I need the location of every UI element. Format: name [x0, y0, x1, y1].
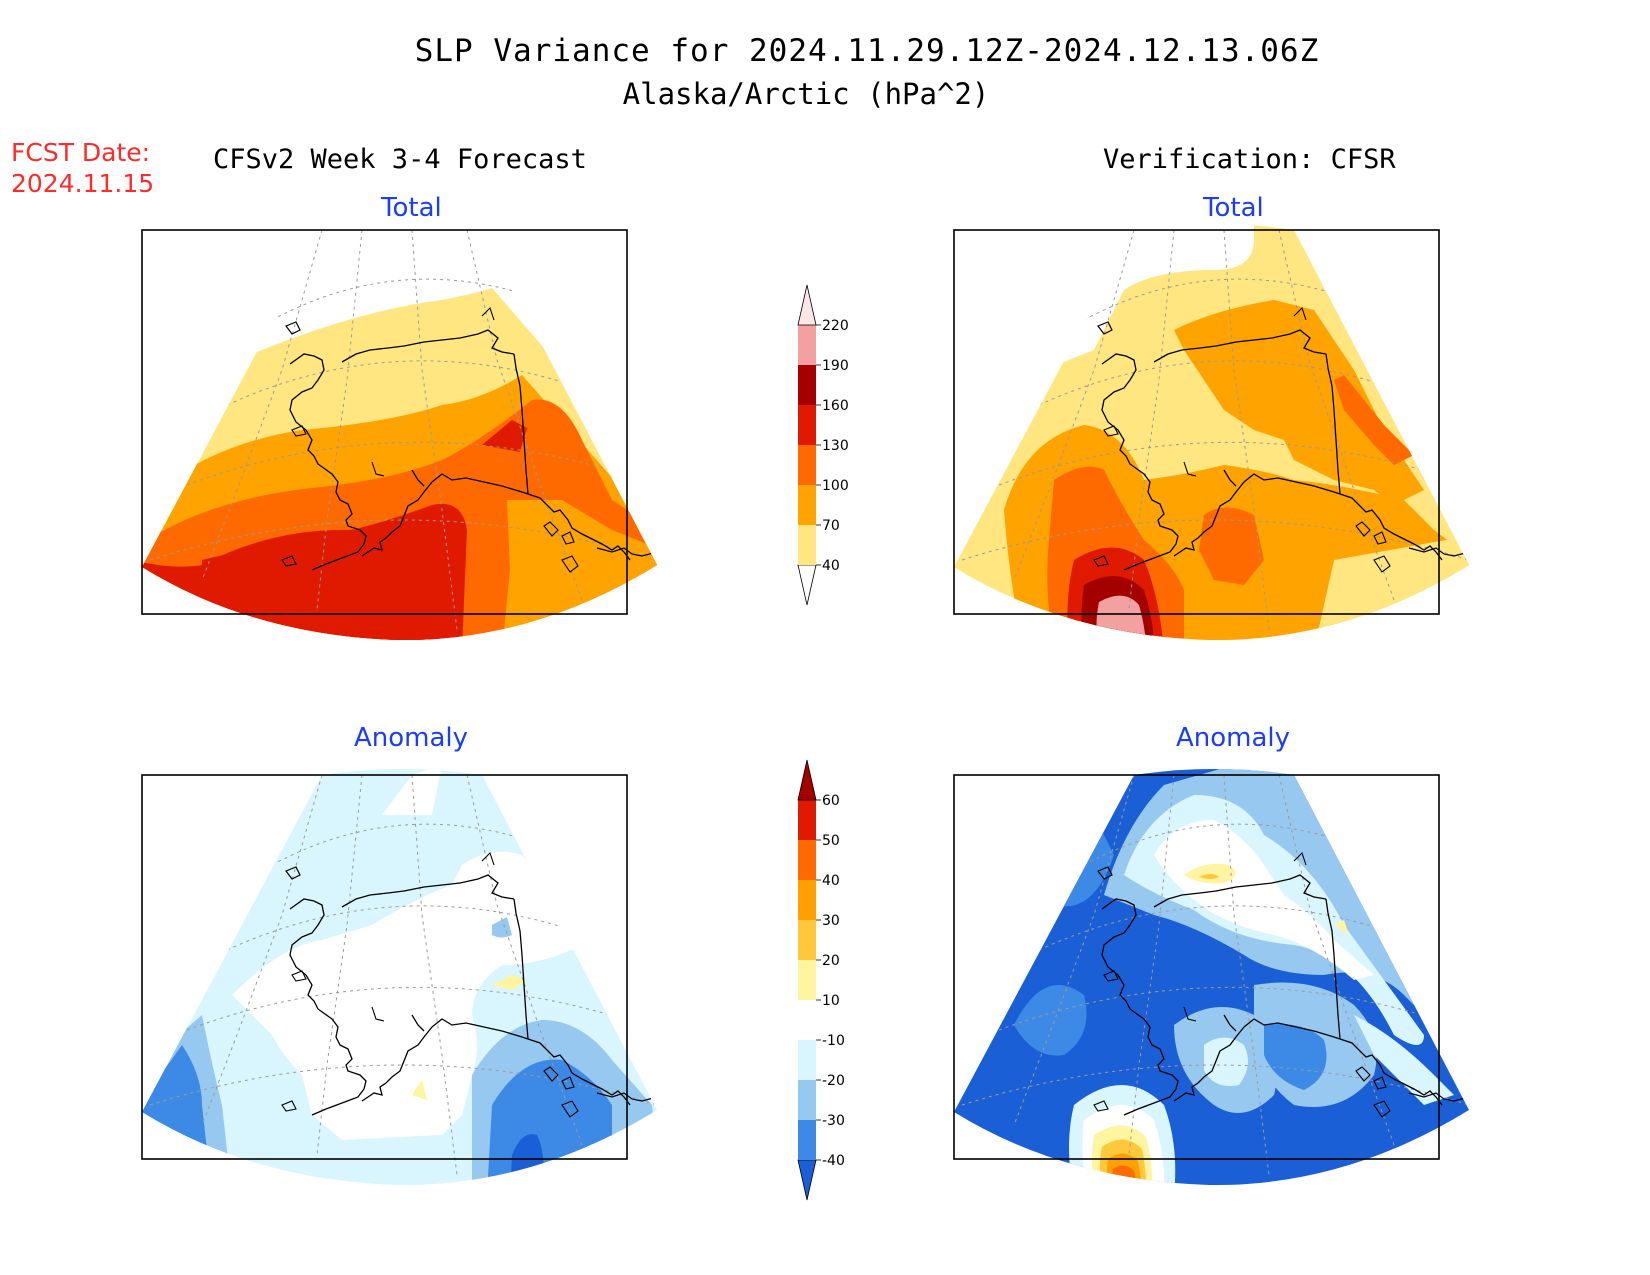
anomaly-colorbar-segment: [798, 1040, 816, 1080]
total-colorbar-label: 40: [822, 558, 840, 574]
total-colorbar-high-triangle: [797, 284, 817, 326]
anomaly-colorbar-segment: [798, 960, 816, 1000]
anomaly-colorbar-segment: [798, 920, 816, 960]
total-colorbar-label: 130: [822, 438, 849, 454]
anomaly-colorbar-label: 40: [822, 873, 840, 889]
total-colorbar-segment: [798, 485, 816, 525]
forecast-anomaly-title: Anomaly: [354, 723, 469, 753]
total-colorbar-label: 70: [822, 518, 840, 534]
total-colorbar: 40 70 100 130 160 190 220: [797, 284, 849, 606]
main-title: SLP Variance for 2024.11.29.12Z-2024.12.…: [0, 36, 1650, 67]
main-subtitle: Alaska/Arctic (hPa^2): [0, 80, 1650, 109]
forecast-anomaly-map: [141, 769, 657, 1186]
left-column-title: CFSv2 Week 3-4 Forecast: [213, 144, 587, 175]
anomaly-colorbar-segment: [798, 1120, 816, 1160]
anomaly-colorbar-segment: [798, 800, 816, 840]
total-colorbar-low-triangle: [797, 564, 817, 606]
anomaly-colorbar-label: -20: [822, 1073, 845, 1089]
total-colorbar-segment: [798, 445, 816, 485]
total-colorbar-segment: [798, 365, 816, 405]
anomaly-colorbar-label: 20: [822, 953, 840, 969]
total-colorbar-segment: [798, 405, 816, 445]
verification-anomaly-title: Anomaly: [1176, 723, 1291, 753]
total-colorbar-label: 220: [822, 318, 849, 334]
anomaly-colorbar-label: 10: [822, 993, 840, 1009]
anomaly-colorbar-segment: [798, 1000, 816, 1040]
forecast-date-label: FCST Date:: [11, 138, 151, 167]
anomaly-colorbar-label: 30: [822, 913, 840, 929]
anomaly-colorbar-label: -30: [822, 1113, 845, 1129]
forecast-date-value: 2024.11.15: [11, 169, 155, 198]
total-colorbar-label: 100: [822, 478, 849, 494]
verification-total-title: Total: [1203, 193, 1264, 223]
anomaly-colorbar-label: -10: [822, 1033, 845, 1049]
anomaly-colorbar-segment: [798, 840, 816, 880]
forecast-total-map: [141, 224, 657, 641]
right-column-title: Verification: CFSR: [1103, 144, 1396, 175]
anomaly-colorbar-high-triangle: [797, 759, 817, 801]
total-colorbar-segment: [798, 325, 816, 365]
anomaly-colorbar-low-triangle: [797, 1159, 817, 1201]
main-subtitle-text: Alaska/Arctic (hPa^2): [622, 77, 990, 111]
total-colorbar-label: 160: [822, 398, 849, 414]
anomaly-colorbar-segment: [798, 880, 816, 920]
main-title-text: SLP Variance for 2024.11.29.12Z-2024.12.…: [414, 33, 1320, 69]
anomaly-colorbar-label: 50: [822, 833, 840, 849]
total-colorbar-segment: [798, 525, 816, 565]
verification-anomaly-map: [953, 769, 1469, 1186]
verification-total-map: [953, 224, 1469, 641]
anomaly-colorbar: -40 -30 -20 -10 10 20 30 40 50 60: [797, 759, 845, 1201]
total-colorbar-label: 190: [822, 358, 849, 374]
forecast-total-title: Total: [381, 193, 442, 223]
anomaly-colorbar-label: 60: [822, 793, 840, 809]
anomaly-colorbar-segment: [798, 1080, 816, 1120]
anomaly-colorbar-label: -40: [822, 1153, 845, 1169]
